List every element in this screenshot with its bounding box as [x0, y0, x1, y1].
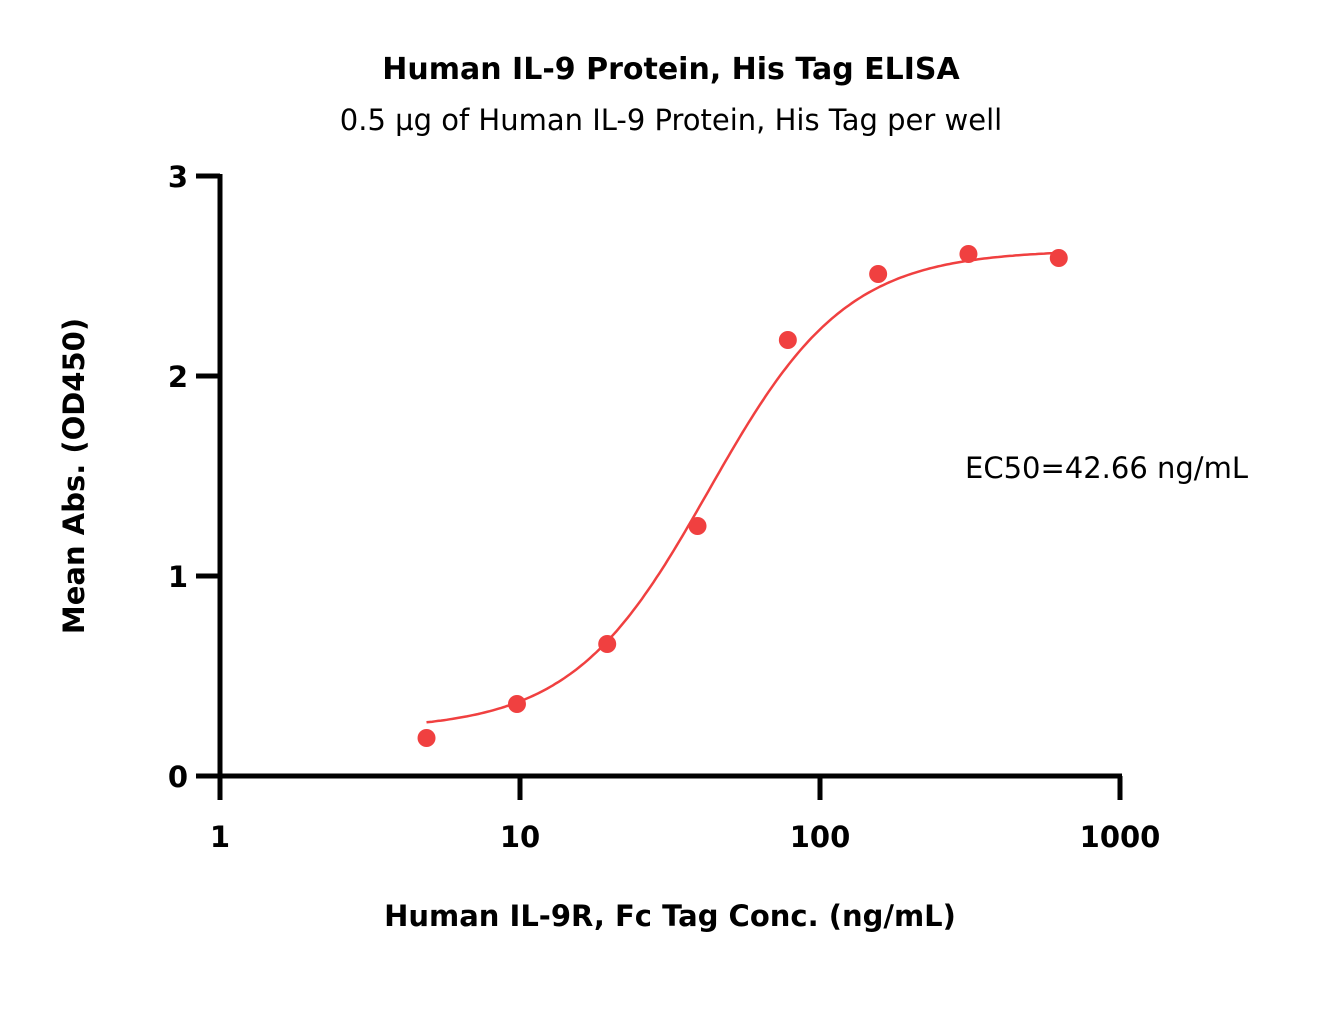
chart-subtitle: 0.5 µg of Human IL-9 Protein, His Tag pe…: [340, 103, 1002, 137]
x-tick-label: 10: [500, 820, 540, 854]
data-point: [1049, 249, 1068, 267]
data-point: [688, 517, 707, 535]
data-point: [507, 695, 526, 713]
axes: [217, 174, 1122, 779]
y-axis-title: Mean Abs. (OD450): [57, 318, 91, 634]
x-tick-label: 1000: [1080, 820, 1161, 854]
y-ticks: 0 1 2 3: [168, 160, 220, 794]
ec50-annotation: EC50=42.66 ng/mL: [965, 451, 1248, 485]
data-point: [417, 729, 436, 747]
y-tick-label: 1: [168, 560, 188, 594]
data-points: [417, 245, 1068, 747]
fit-curve: [426, 251, 1059, 724]
y-tick-label: 2: [168, 360, 188, 394]
data-point: [959, 245, 978, 263]
x-tick-label: 100: [790, 820, 851, 854]
y-tick-label: 3: [168, 160, 188, 194]
data-point: [869, 265, 888, 283]
x-tick-label: 1: [210, 820, 230, 854]
fit-curve-group: [426, 251, 1059, 724]
chart-title: Human IL-9 Protein, His Tag ELISA: [382, 52, 960, 87]
x-axis-title: Human IL-9R, Fc Tag Conc. (ng/mL): [384, 899, 956, 933]
data-point: [598, 635, 617, 653]
y-tick-label: 0: [168, 760, 188, 794]
data-point: [778, 331, 797, 349]
x-ticks: 1 10 100 1000: [210, 776, 1160, 854]
